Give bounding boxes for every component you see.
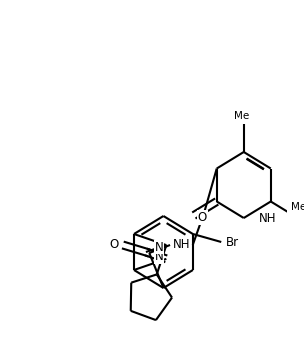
Text: O: O <box>198 211 207 224</box>
Text: O: O <box>110 238 119 252</box>
Text: NH: NH <box>173 238 190 252</box>
Text: N: N <box>154 241 163 254</box>
Text: NH: NH <box>259 211 276 225</box>
Text: Br: Br <box>226 236 239 249</box>
Text: Me: Me <box>291 202 304 213</box>
Text: N: N <box>154 250 163 264</box>
Text: Me: Me <box>234 111 250 121</box>
